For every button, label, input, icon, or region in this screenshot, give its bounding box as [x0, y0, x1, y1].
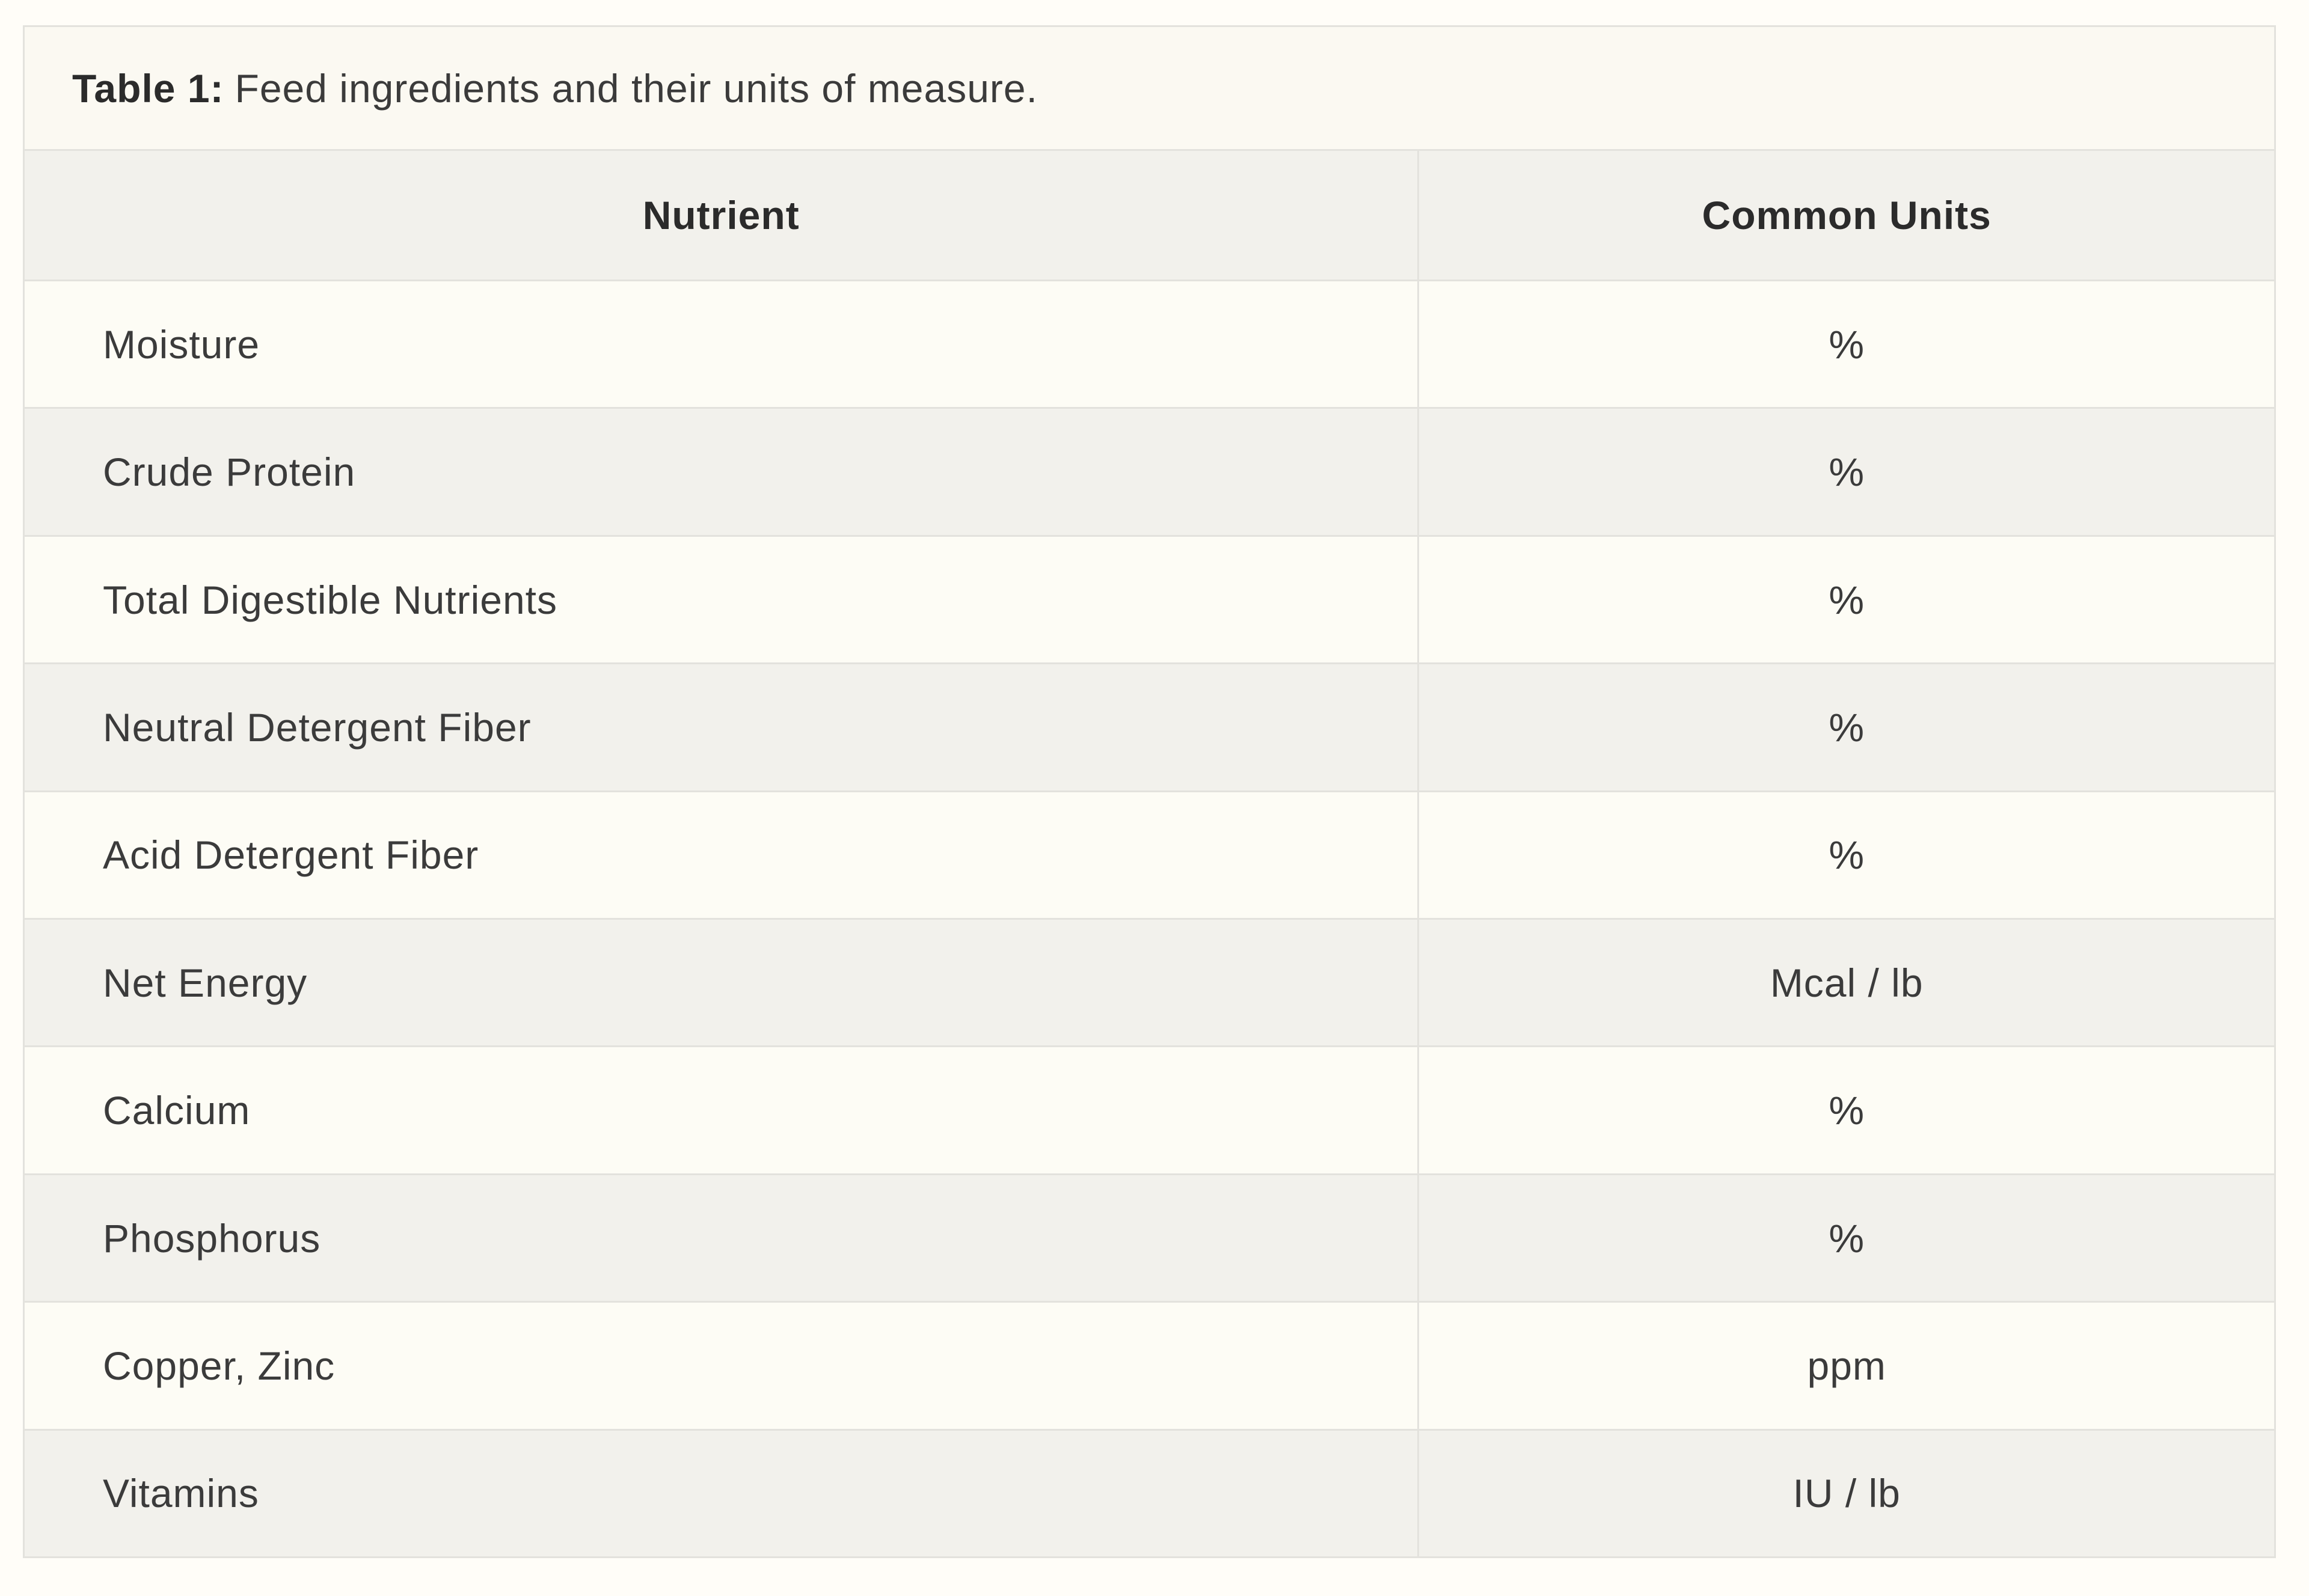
nutrient-cell: Total Digestible Nutrients — [25, 536, 1420, 663]
table-row: Phosphorus % — [25, 1173, 2274, 1301]
nutrient-cell: Crude Protein — [25, 409, 1420, 535]
units-cell: % — [1829, 322, 1865, 367]
table-header-row: Nutrient Common Units — [25, 149, 2274, 280]
table-row: Calcium % — [25, 1045, 2274, 1173]
feed-units-table-card: Table 1: Feed ingredients and their unit… — [23, 25, 2276, 1558]
table-row: Acid Detergent Fiber % — [25, 790, 2274, 919]
table-caption-label: Table 1: — [72, 66, 224, 111]
table-row: Crude Protein % — [25, 407, 2274, 535]
table-row: Total Digestible Nutrients % — [25, 534, 2274, 663]
table-row: Net Energy Mcal / lb — [25, 918, 2274, 1046]
units-cell: Mcal / lb — [1770, 960, 1924, 1005]
units-cell: IU / lb — [1792, 1471, 1901, 1516]
nutrient-cell: Vitamins — [25, 1430, 1420, 1557]
header-cell-common-units: Common Units — [1702, 193, 1992, 237]
table-row: Neutral Detergent Fiber % — [25, 662, 2274, 790]
table-caption: Table 1: Feed ingredients and their unit… — [25, 27, 2274, 149]
units-cell: ppm — [1807, 1343, 1886, 1388]
nutrient-cell: Acid Detergent Fiber — [25, 792, 1420, 919]
table-row: Vitamins IU / lb — [25, 1428, 2274, 1557]
table-row: Copper, Zinc ppm — [25, 1301, 2274, 1429]
nutrient-cell: Copper, Zinc — [25, 1303, 1420, 1429]
units-cell: % — [1829, 577, 1865, 622]
units-cell: % — [1829, 1215, 1865, 1261]
units-cell: % — [1829, 833, 1865, 878]
table-caption-text: Feed ingredients and their units of meas… — [235, 66, 1038, 111]
units-cell: % — [1829, 1088, 1865, 1133]
nutrient-cell: Neutral Detergent Fiber — [25, 664, 1420, 790]
nutrient-cell: Net Energy — [25, 920, 1420, 1046]
header-cell-nutrient: Nutrient — [25, 151, 1420, 280]
units-cell: % — [1829, 705, 1865, 750]
nutrient-cell: Phosphorus — [25, 1175, 1420, 1301]
nutrient-cell: Calcium — [25, 1047, 1420, 1173]
units-cell: % — [1829, 450, 1865, 495]
nutrient-cell: Moisture — [25, 281, 1420, 408]
table-row: Moisture % — [25, 280, 2274, 408]
